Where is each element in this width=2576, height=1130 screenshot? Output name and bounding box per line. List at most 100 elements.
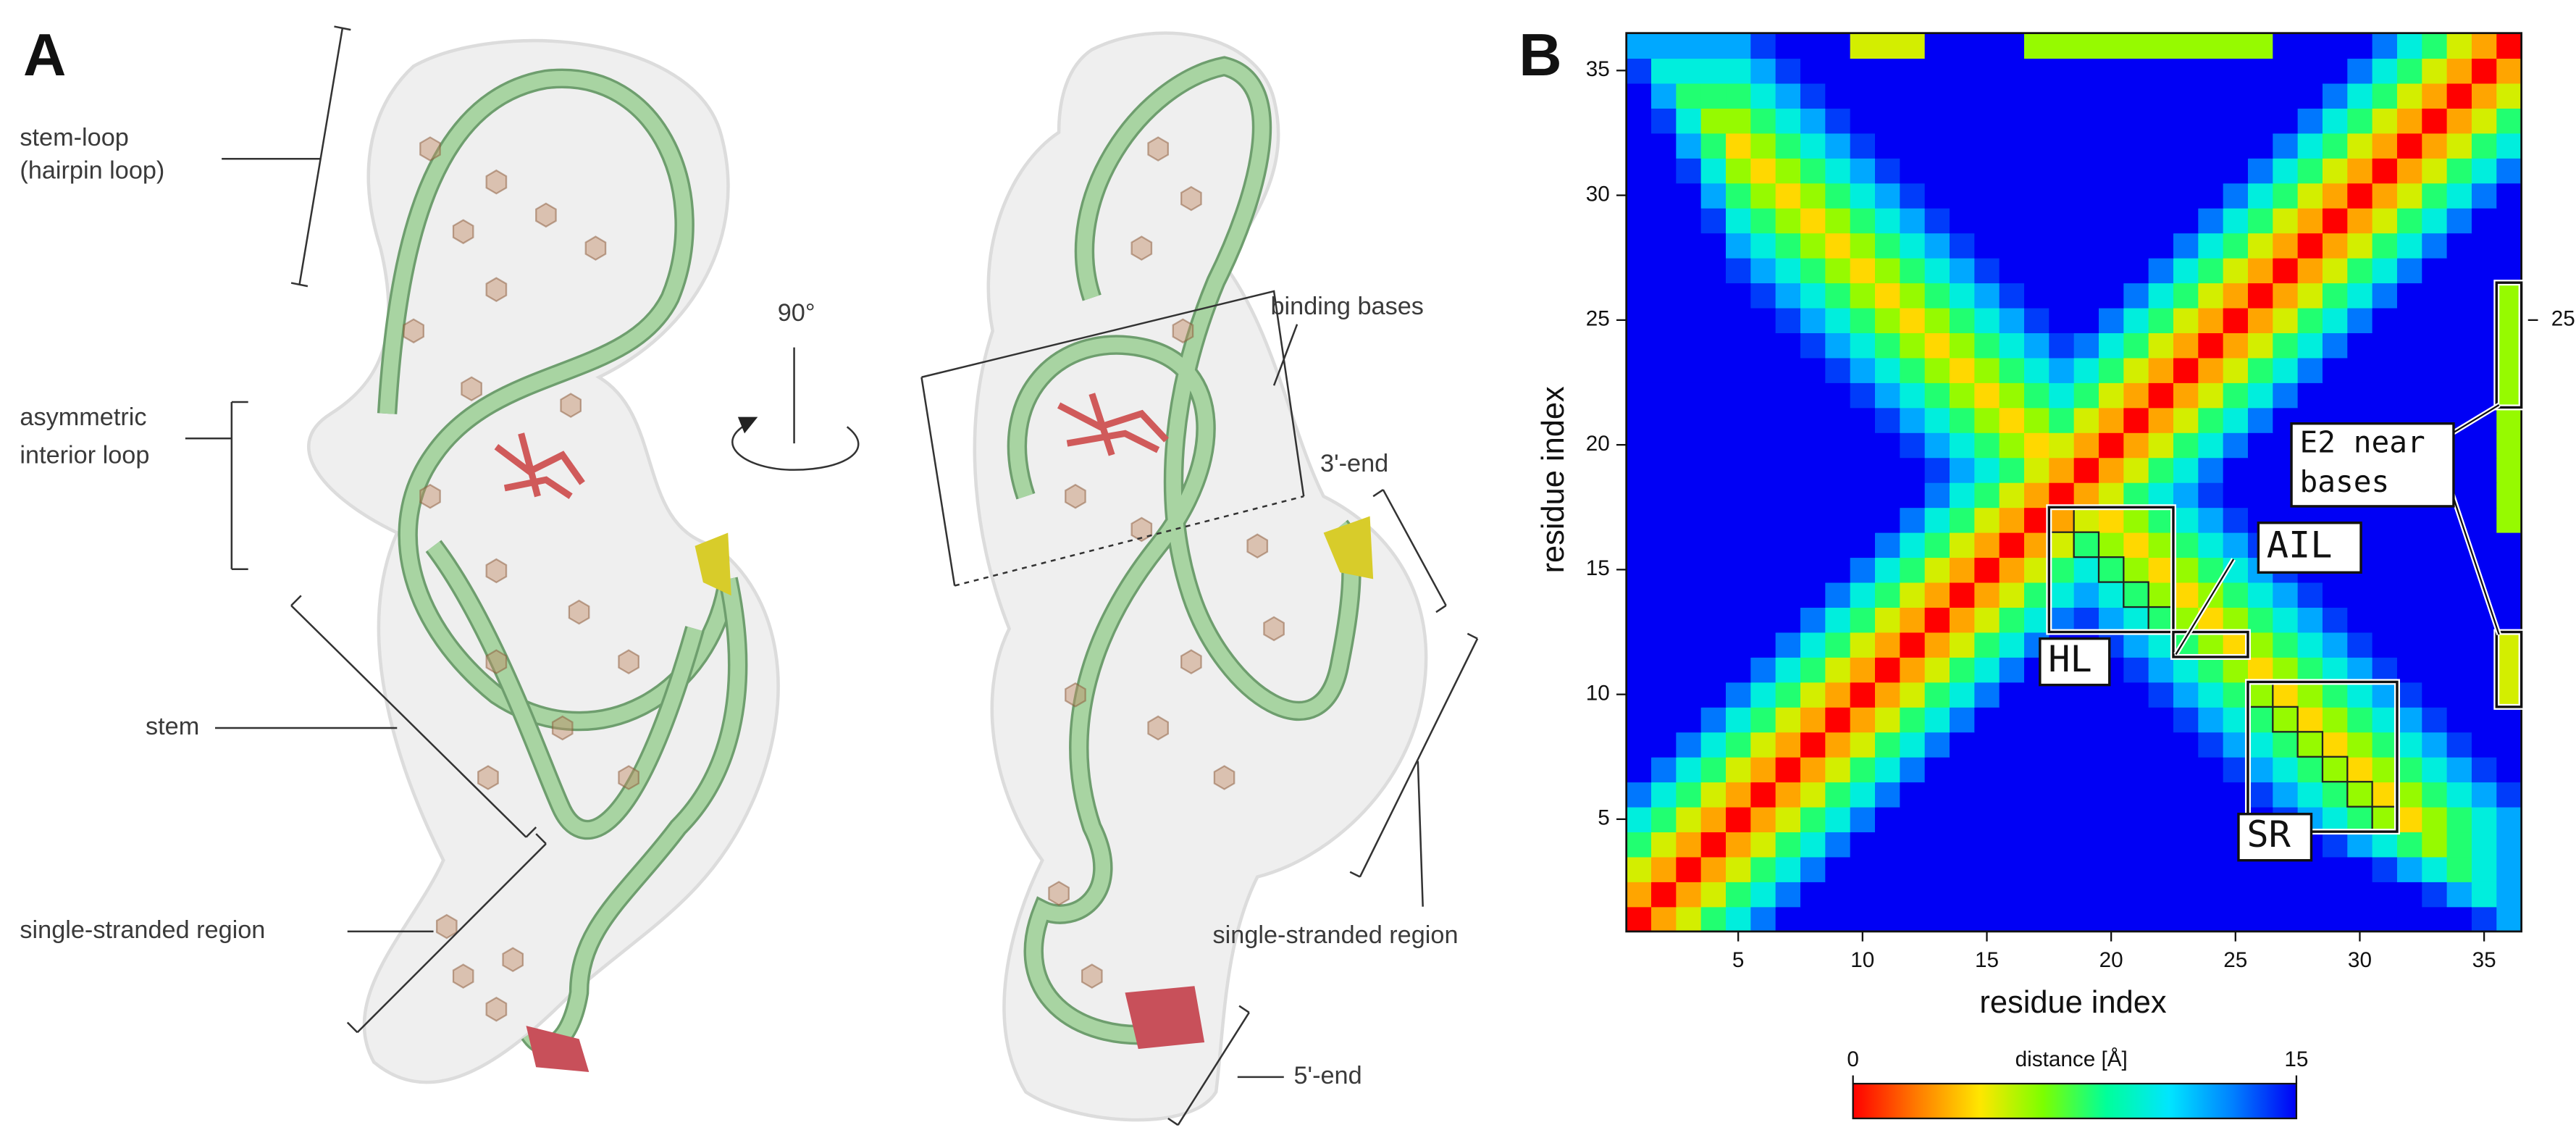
heatmap-cell [1874,183,1901,209]
x-tick-label: 15 [1975,948,1999,972]
molecule-side [973,31,1428,1122]
heatmap-cell [2496,732,2522,758]
heatmap-cell [2396,832,2423,858]
heatmap-cell [2198,432,2224,459]
heatmap-cell [2073,357,2099,383]
region-label: binding bases [1271,293,1424,320]
heatmap-cell [2173,133,2199,159]
bracket [1372,489,1447,614]
heatmap-cell [1626,157,1652,184]
heatmap-cell [1800,756,1826,783]
heatmap-cell [1850,906,1876,932]
heatmap-cell [1800,307,1826,334]
heatmap-cell [1651,332,1677,359]
heatmap-cell [1700,457,1727,483]
heatmap-cell [1874,357,1901,383]
heatmap-cell [2023,906,2050,932]
heatmap-cell [1726,906,1752,932]
heatmap-cell [2023,806,2050,833]
heatmap-cell [2347,207,2373,234]
heatmap-cell [2496,382,2522,409]
heatmap-cell [1874,607,1901,633]
heatmap-cell [2372,33,2398,59]
heatmap-cell [1850,882,1876,908]
heatmap-cell [1999,332,2025,359]
heatmap-cell [1949,632,1976,658]
heatmap-cell [2273,607,2299,633]
heatmap-cell [1626,183,1652,209]
heatmap-cell [2198,632,2224,658]
heatmap-cell [2496,58,2522,84]
heatmap-cell [1676,432,1702,459]
heatmap-cell [1750,33,1776,59]
heatmap-cell [2446,756,2472,783]
heatmap-cell [1900,233,1926,259]
heatmap-cell [1825,332,1851,359]
base [535,202,557,228]
heatmap-cell [1775,782,1801,808]
heatmap-cell [1651,207,1677,234]
heatmap-cell [1800,882,1826,908]
bracket [214,595,537,838]
heatmap-cell [2446,557,2472,583]
heatmap-cell [1825,532,1851,558]
heatmap-cell [2223,58,2249,84]
heatmap-cell [1874,557,1901,583]
heatmap-cell [1974,382,2000,409]
heatmap-cell [2422,83,2448,109]
heatmap-cell [2322,282,2349,309]
heatmap-cell [1999,233,2025,259]
heatmap-cell [2148,282,2174,309]
heatmap-cell [1676,806,1702,833]
heatmap-cell [2223,507,2249,533]
heatmap-cell [1924,856,1950,882]
heatmap-cell [2073,382,2099,409]
heatmap-cell [1676,457,1702,483]
heatmap-cell [2273,882,2299,908]
heatmap-cell [2446,882,2472,908]
heatmap-cell [1726,507,1752,533]
heatmap-cell [2123,282,2149,309]
heatmap-cell [2223,133,2249,159]
heatmap-cell [2496,756,2522,783]
heatmap-cell [2446,782,2472,808]
heatmap-cell [1924,607,1950,633]
heatmap-cell [1651,183,1677,209]
heatmap-cell [1700,906,1727,932]
heatmap-cell [1900,382,1926,409]
heatmap-cell [1775,233,1801,259]
heatmap-cell [2322,906,2349,932]
heatmap-cell [2049,332,2075,359]
heatmap-cell [1700,632,1727,658]
heatmap-cell [1800,482,1826,508]
heatmap-cell [1874,33,1901,59]
heatmap-cell [2073,806,2099,833]
heatmap-cell [1626,832,1652,858]
heatmap-cell [1775,832,1801,858]
heatmap-cell [2198,357,2224,383]
heatmap-cell [1651,782,1677,808]
heatmap-cell [2322,357,2349,383]
heatmap-cell [1900,357,1926,383]
heatmap-cell [1850,233,1876,259]
heatmap-cell [2422,706,2448,733]
heatmap-cell [2173,282,2199,309]
heatmap-cell [1825,732,1851,758]
heatmap-cell [1825,906,1851,932]
heatmap-cell [2422,682,2448,708]
heatmap-cell [1800,382,1826,409]
heatmap-cell [2148,882,2174,908]
heatmap-cell [1999,756,2025,783]
heatmap-cell [1726,332,1752,359]
arrowhead [737,417,758,434]
heatmap-cell [1974,257,2000,284]
heatmap-cell [1800,282,1826,309]
heatmap-cell [2073,507,2099,533]
heatmap-cell [1726,782,1752,808]
heatmap-cell [1900,58,1926,84]
heatmap-cell [1750,782,1776,808]
heatmap-cell [1775,58,1801,84]
heatmap-cell [2471,133,2498,159]
heatmap-cell [2372,507,2398,533]
heatmap-cell [2273,157,2299,184]
